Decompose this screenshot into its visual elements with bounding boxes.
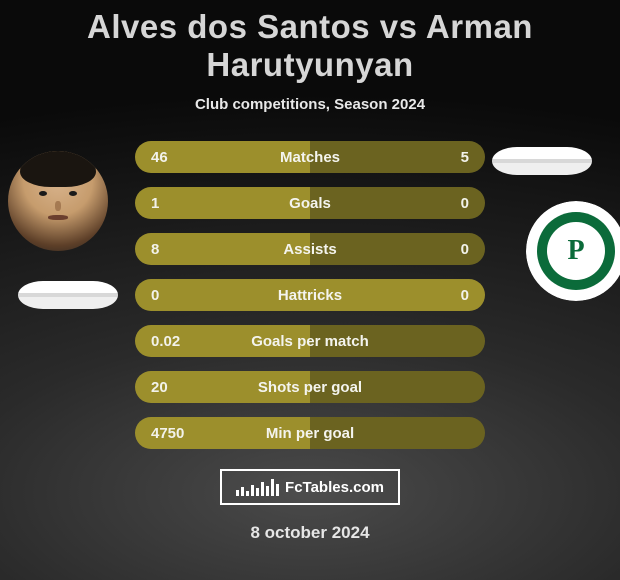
stat-value-left: 8 <box>151 241 159 258</box>
avatar-eye-right <box>69 191 77 196</box>
stat-value-left: 0.02 <box>151 333 180 350</box>
logo-bar <box>266 486 269 496</box>
subtitle: Club competitions, Season 2024 <box>0 96 620 113</box>
player-right-flag <box>492 147 592 175</box>
logo-bar <box>271 479 274 496</box>
player-right-avatar: P <box>526 201 620 301</box>
stat-value-right: 0 <box>461 195 469 212</box>
stat-label: Hattricks <box>135 287 485 304</box>
avatar-eye-left <box>39 191 47 196</box>
logo-bars-icon <box>236 478 279 496</box>
logo-bar <box>251 485 254 496</box>
logo-bar <box>276 484 279 496</box>
stat-row: 20Shots per goal <box>135 371 485 403</box>
logo-bar <box>261 482 264 496</box>
logo-bar <box>236 490 239 496</box>
stat-row: 4750Min per goal <box>135 417 485 449</box>
stat-row: 0.02Goals per match <box>135 325 485 357</box>
stat-value-left: 4750 <box>151 425 184 442</box>
stat-row: 1Goals0 <box>135 187 485 219</box>
stat-value-right: 0 <box>461 241 469 258</box>
stat-row: 46Matches5 <box>135 141 485 173</box>
fctables-logo: FcTables.com <box>220 469 400 505</box>
player-left-avatar <box>8 151 108 251</box>
stat-label: Shots per goal <box>135 379 485 396</box>
comparison-card: Alves dos Santos vs Arman Harutyunyan Cl… <box>0 0 620 580</box>
logo-text: FcTables.com <box>285 479 384 496</box>
stats-area: P 46Matches51Goals08Assists00Hattricks00… <box>0 141 620 451</box>
avatar-face <box>8 151 108 251</box>
player-left-flag <box>18 281 118 309</box>
club-badge-initial: P <box>567 235 584 267</box>
club-badge-ring: P <box>537 212 615 290</box>
logo-bar <box>256 488 259 496</box>
avatar-hair <box>20 151 96 187</box>
stat-label: Matches <box>135 149 485 166</box>
stat-value-right: 5 <box>461 149 469 166</box>
stat-label: Goals <box>135 195 485 212</box>
stat-row: 8Assists0 <box>135 233 485 265</box>
avatar-mouth <box>48 215 68 220</box>
stat-label: Min per goal <box>135 425 485 442</box>
stat-value-left: 46 <box>151 149 168 166</box>
page-title: Alves dos Santos vs Arman Harutyunyan <box>0 0 620 84</box>
club-badge: P <box>526 201 620 301</box>
avatar-eyes <box>8 191 108 199</box>
avatar-nose <box>55 201 61 211</box>
stat-label: Goals per match <box>135 333 485 350</box>
club-badge-core: P <box>547 222 605 280</box>
stat-value-right: 0 <box>461 287 469 304</box>
stat-value-left: 20 <box>151 379 168 396</box>
stat-label: Assists <box>135 241 485 258</box>
logo-bar <box>246 491 249 496</box>
stat-value-left: 1 <box>151 195 159 212</box>
stat-value-left: 0 <box>151 287 159 304</box>
logo-bar <box>241 487 244 496</box>
stat-row: 0Hattricks0 <box>135 279 485 311</box>
footer-date: 8 october 2024 <box>0 523 620 543</box>
stat-rows: 46Matches51Goals08Assists00Hattricks00.0… <box>135 141 485 449</box>
